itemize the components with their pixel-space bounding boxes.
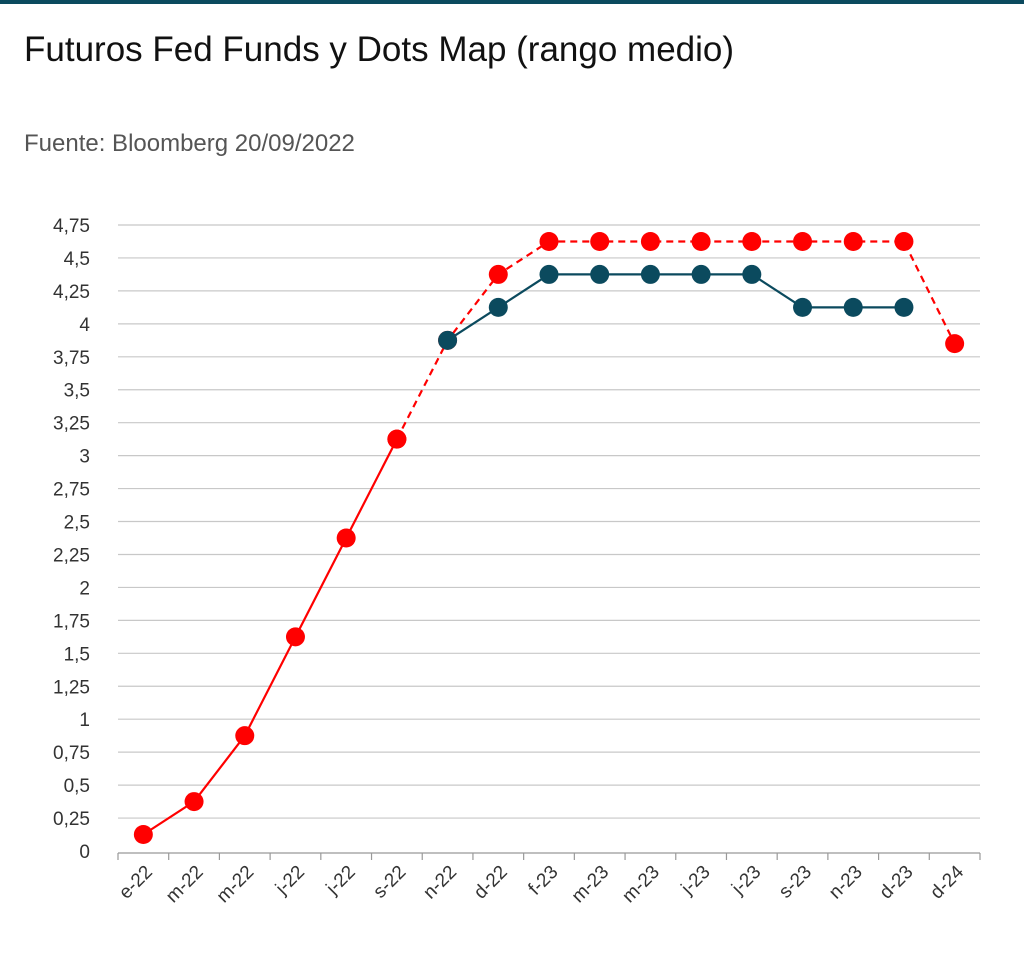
data-point [793, 231, 813, 251]
x-tick-label: e-22 [115, 862, 157, 904]
data-point [793, 297, 813, 317]
y-tick-label: 2,5 [64, 513, 90, 534]
x-tick-label: j-22 [271, 862, 309, 900]
data-point [894, 231, 914, 251]
y-tick-label: 3,5 [64, 381, 90, 402]
data-point [235, 726, 255, 746]
data-point [184, 792, 204, 812]
y-tick-label: 1,5 [64, 644, 90, 665]
y-tick-label: 3 [79, 447, 90, 468]
data-point [691, 231, 711, 251]
data-point [336, 528, 356, 548]
x-tick-label: d-23 [876, 862, 918, 904]
x-tick-label: d-22 [470, 862, 512, 904]
data-point [590, 264, 610, 284]
x-tick-label: m-22 [162, 862, 207, 907]
x-tick-label: s-23 [775, 862, 816, 903]
y-tick-label: 4,5 [64, 249, 90, 270]
data-point [285, 627, 305, 647]
data-point [539, 264, 559, 284]
y-tick-label: 0,5 [64, 776, 90, 797]
y-tick-label: 1 [79, 710, 90, 731]
chart-source: Fuente: Bloomberg 20/09/2022 [24, 130, 355, 157]
x-tick-label: j-23 [727, 862, 765, 900]
data-point [590, 231, 610, 251]
data-point [640, 231, 660, 251]
y-axis-ticks: 0 0,25 0,5 0,75 1 1,25 1,5 1,75 2 2,25 2,5 2,75 3 3,2… [53, 216, 90, 863]
x-tick-label: j-23 [677, 862, 715, 900]
series-line-1 [395, 240, 956, 440]
series-line-0 [142, 438, 398, 836]
series-points [133, 231, 965, 845]
x-tick-label: f-23 [525, 862, 563, 900]
top-rule [0, 0, 1024, 4]
data-point [843, 231, 863, 251]
series-line-2 [447, 273, 904, 342]
data-point [640, 264, 660, 284]
data-point [843, 297, 863, 317]
y-tick-label: 4,25 [53, 282, 90, 303]
data-point [387, 429, 407, 449]
data-point [539, 231, 559, 251]
y-tick-label: 4 [79, 315, 90, 336]
y-tick-label: 1,75 [53, 611, 90, 632]
data-point [438, 330, 458, 350]
x-axis: e-22 m-22 m-22 j-22 j-22 s-22 n-22 d-22 f-23 m-23… [115, 852, 981, 907]
x-tick-label: n-22 [419, 862, 461, 904]
y-tick-label: 2,75 [53, 480, 90, 501]
y-tick-label: 0,75 [53, 743, 90, 764]
y-tick-label: 0,25 [53, 809, 90, 830]
y-tick-label: 0 [79, 842, 90, 863]
data-point [742, 264, 762, 284]
x-tick-label: m-23 [568, 862, 613, 907]
data-point [133, 825, 153, 845]
y-tick-label: 1,25 [53, 677, 90, 698]
x-tick-label: n-23 [825, 862, 867, 904]
x-tick-label: d-24 [926, 861, 968, 903]
y-tick-label: 2 [79, 578, 90, 599]
x-tick-label: s-22 [369, 862, 410, 903]
data-point [691, 264, 711, 284]
grid-lines [118, 224, 980, 819]
x-tick-label: m-23 [618, 862, 663, 907]
y-tick-label: 3,75 [53, 348, 90, 369]
x-tick-label: j-22 [322, 862, 360, 900]
series-lines [142, 240, 956, 836]
y-tick-label: 4,75 [53, 216, 90, 237]
y-tick-label: 3,25 [53, 414, 90, 435]
data-point [488, 264, 508, 284]
data-point [742, 231, 762, 251]
y-tick-label: 2,25 [53, 545, 90, 566]
x-tick-label: m-22 [213, 862, 258, 907]
data-point [894, 297, 914, 317]
chart-title: Futuros Fed Funds y Dots Map (rango medi… [24, 30, 735, 69]
data-point [945, 334, 965, 354]
data-point [488, 297, 508, 317]
